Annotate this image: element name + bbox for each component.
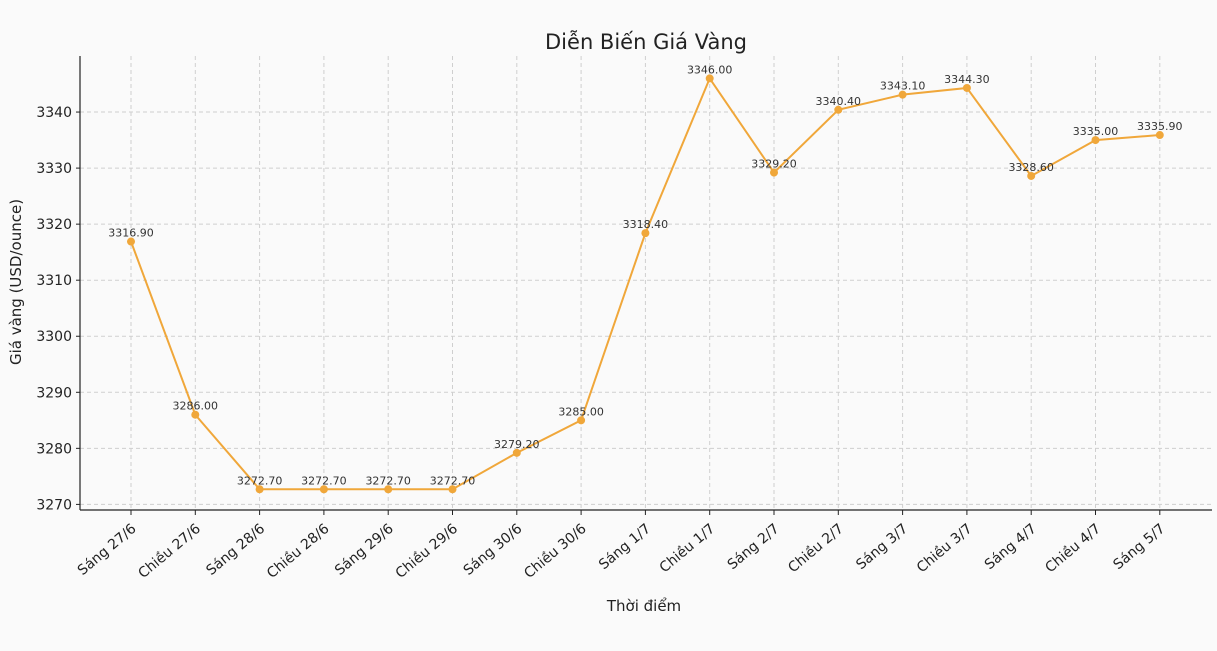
- y-tick-label: 3270: [36, 497, 72, 513]
- data-point: [255, 485, 264, 494]
- x-tick-label: Sáng 27/6: [75, 521, 140, 579]
- data-point: [384, 485, 393, 494]
- data-point: [512, 448, 521, 457]
- data-point: [898, 90, 907, 99]
- data-label: 3285.00: [558, 405, 604, 418]
- data-point: [191, 410, 200, 419]
- data-label: 3272.70: [430, 474, 476, 487]
- data-label: 3328.60: [1008, 161, 1054, 174]
- data-label: 3272.70: [301, 474, 347, 487]
- data-label: 3279.20: [494, 438, 540, 451]
- y-tick-label: 3290: [36, 385, 72, 401]
- y-ticks: 3270 3280 3290 3300 3310 3320 3330 3340: [36, 105, 80, 513]
- x-tick-label: Chiều 4/7: [1042, 520, 1104, 576]
- x-tick-label: Sáng 4/7: [982, 521, 1040, 573]
- x-tick-label: Sáng 2/7: [725, 521, 783, 573]
- chart-title: Diễn Biến Giá Vàng: [545, 29, 747, 54]
- data-point: [834, 105, 843, 114]
- data-point: [127, 237, 135, 246]
- grid: [80, 56, 1212, 510]
- data-point: [1155, 131, 1164, 140]
- data-point: [770, 168, 778, 177]
- y-tick-label: 3300: [36, 329, 72, 345]
- x-tick-label: Sáng 29/6: [332, 521, 397, 579]
- x-tick-label: Chiều 3/7: [913, 520, 975, 576]
- data-label: 3344.30: [944, 73, 990, 86]
- data-point: [1027, 171, 1036, 180]
- data-label: 3335.00: [1073, 125, 1119, 138]
- x-tick-label: Sáng 1/7: [596, 521, 654, 573]
- data-label: 3346.00: [687, 63, 733, 76]
- data-label: 3316.90: [108, 227, 154, 240]
- x-tick-label: Chiều 27/6: [135, 520, 204, 582]
- data-label: 3343.10: [880, 80, 926, 93]
- y-tick-label: 3340: [36, 105, 72, 121]
- x-axis-label: Thời điểm: [606, 597, 681, 615]
- data-point: [705, 74, 714, 83]
- data-label: 3335.90: [1137, 120, 1183, 133]
- x-tick-label: Sáng 30/6: [461, 521, 526, 579]
- x-tick-label: Sáng 5/7: [1110, 521, 1168, 573]
- x-tick-label: Chiều 29/6: [392, 520, 461, 582]
- data-label: 3340.40: [816, 95, 862, 108]
- data-label: 3318.40: [623, 218, 669, 231]
- data-point: [577, 416, 586, 425]
- data-point: [319, 485, 328, 494]
- x-tick-label: Chiều 2/7: [785, 520, 847, 576]
- data-label: 3272.70: [365, 474, 411, 487]
- data-point: [1091, 136, 1100, 145]
- data-point: [962, 83, 971, 92]
- x-tick-label: Chiều 30/6: [521, 520, 590, 582]
- data-point: [448, 485, 457, 494]
- data-label: 3286.00: [173, 400, 219, 413]
- x-tick-label: Sáng 3/7: [853, 521, 911, 573]
- y-tick-label: 3330: [36, 161, 72, 177]
- x-tick-label: Sáng 28/6: [203, 521, 268, 579]
- data-label: 3272.70: [237, 474, 283, 487]
- x-tick-label: Chiều 28/6: [263, 520, 332, 582]
- y-tick-label: 3280: [36, 441, 72, 457]
- data-labels: 3316.90 3286.00 3272.70 3272.70 3272.70 3272.…: [108, 63, 1182, 487]
- x-tick-label: Chiều 1/7: [656, 520, 718, 576]
- data-label: 3329.20: [751, 158, 797, 171]
- data-point: [641, 229, 650, 238]
- y-tick-label: 3310: [36, 273, 72, 289]
- data-points: [127, 74, 1164, 494]
- y-tick-label: 3320: [36, 217, 72, 233]
- y-axis-label: Giá vàng (USD/ounce): [7, 199, 25, 365]
